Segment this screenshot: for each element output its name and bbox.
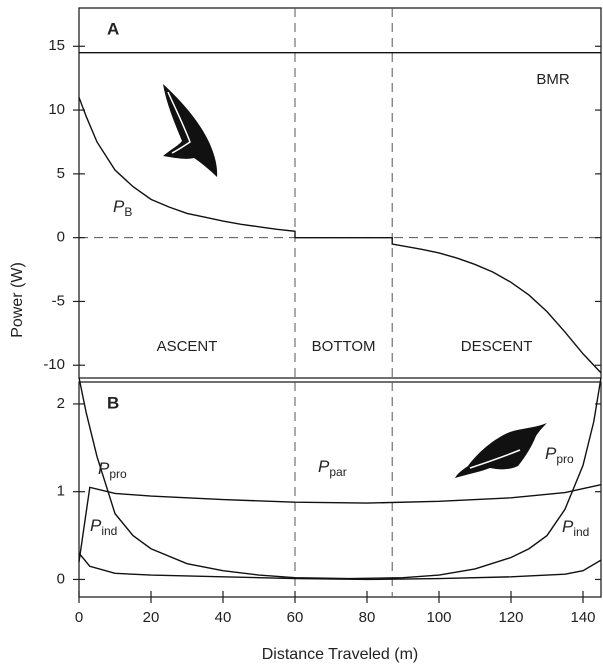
- series-symbol: P: [98, 459, 110, 478]
- series-symbol: P: [562, 517, 574, 536]
- data-line: [78, 552, 602, 581]
- y-tick-label: -10: [43, 356, 65, 373]
- series-subscript: ind: [101, 524, 117, 538]
- series-subscript: pro: [109, 467, 127, 481]
- y-tick-label: -5: [52, 292, 65, 309]
- series-subscript: pro: [556, 452, 574, 466]
- panel-label: A: [107, 19, 119, 38]
- series-label: Pind: [562, 517, 589, 539]
- plot-frame: [78, 381, 602, 598]
- x-axis-label: Distance Traveled (m): [262, 646, 419, 663]
- x-tick-label: 120: [498, 609, 523, 626]
- y-tick-label: 10: [48, 101, 65, 118]
- y-tick-label: 2: [57, 395, 65, 412]
- x-tick-label: 80: [359, 609, 376, 626]
- y-tick-label: 0: [57, 570, 65, 587]
- series-subscript: ind: [573, 525, 589, 539]
- penguin-icon: [455, 423, 547, 478]
- x-tick-label: 60: [287, 609, 304, 626]
- region-label: ASCENT: [157, 338, 218, 355]
- series-label: Pind: [90, 516, 117, 538]
- x-tick-label: 0: [75, 609, 83, 626]
- y-axis-label: Power (W): [9, 262, 26, 338]
- y-tick-label: 5: [57, 165, 65, 182]
- penguin-icon: [163, 84, 218, 177]
- x-tick-label: 100: [426, 609, 451, 626]
- series-label: Ppro: [545, 444, 574, 466]
- x-tick-label: 40: [215, 609, 232, 626]
- y-tick-label: 1: [57, 483, 65, 500]
- series-symbol: P: [113, 197, 125, 216]
- series-label: Ppar: [318, 457, 347, 479]
- region-label: BOTTOM: [312, 338, 376, 355]
- panel-label: B: [107, 393, 119, 412]
- x-tick-label: 140: [570, 609, 595, 626]
- series-symbol: P: [545, 444, 557, 463]
- series-label: PB: [113, 197, 132, 219]
- series-subscript: par: [329, 465, 346, 479]
- data-line: [78, 97, 602, 374]
- series-symbol: P: [90, 516, 102, 535]
- series-subscript: B: [124, 205, 132, 219]
- series-label: Ppro: [98, 459, 127, 481]
- region-label: DESCENT: [461, 338, 533, 355]
- series-label: BMR: [536, 71, 570, 88]
- plot-frame: [78, 7, 602, 379]
- y-tick-label: 0: [57, 229, 65, 246]
- data-line: [78, 483, 602, 563]
- series-symbol: P: [318, 457, 330, 476]
- x-tick-label: 20: [143, 609, 160, 626]
- y-tick-label: 15: [48, 37, 65, 54]
